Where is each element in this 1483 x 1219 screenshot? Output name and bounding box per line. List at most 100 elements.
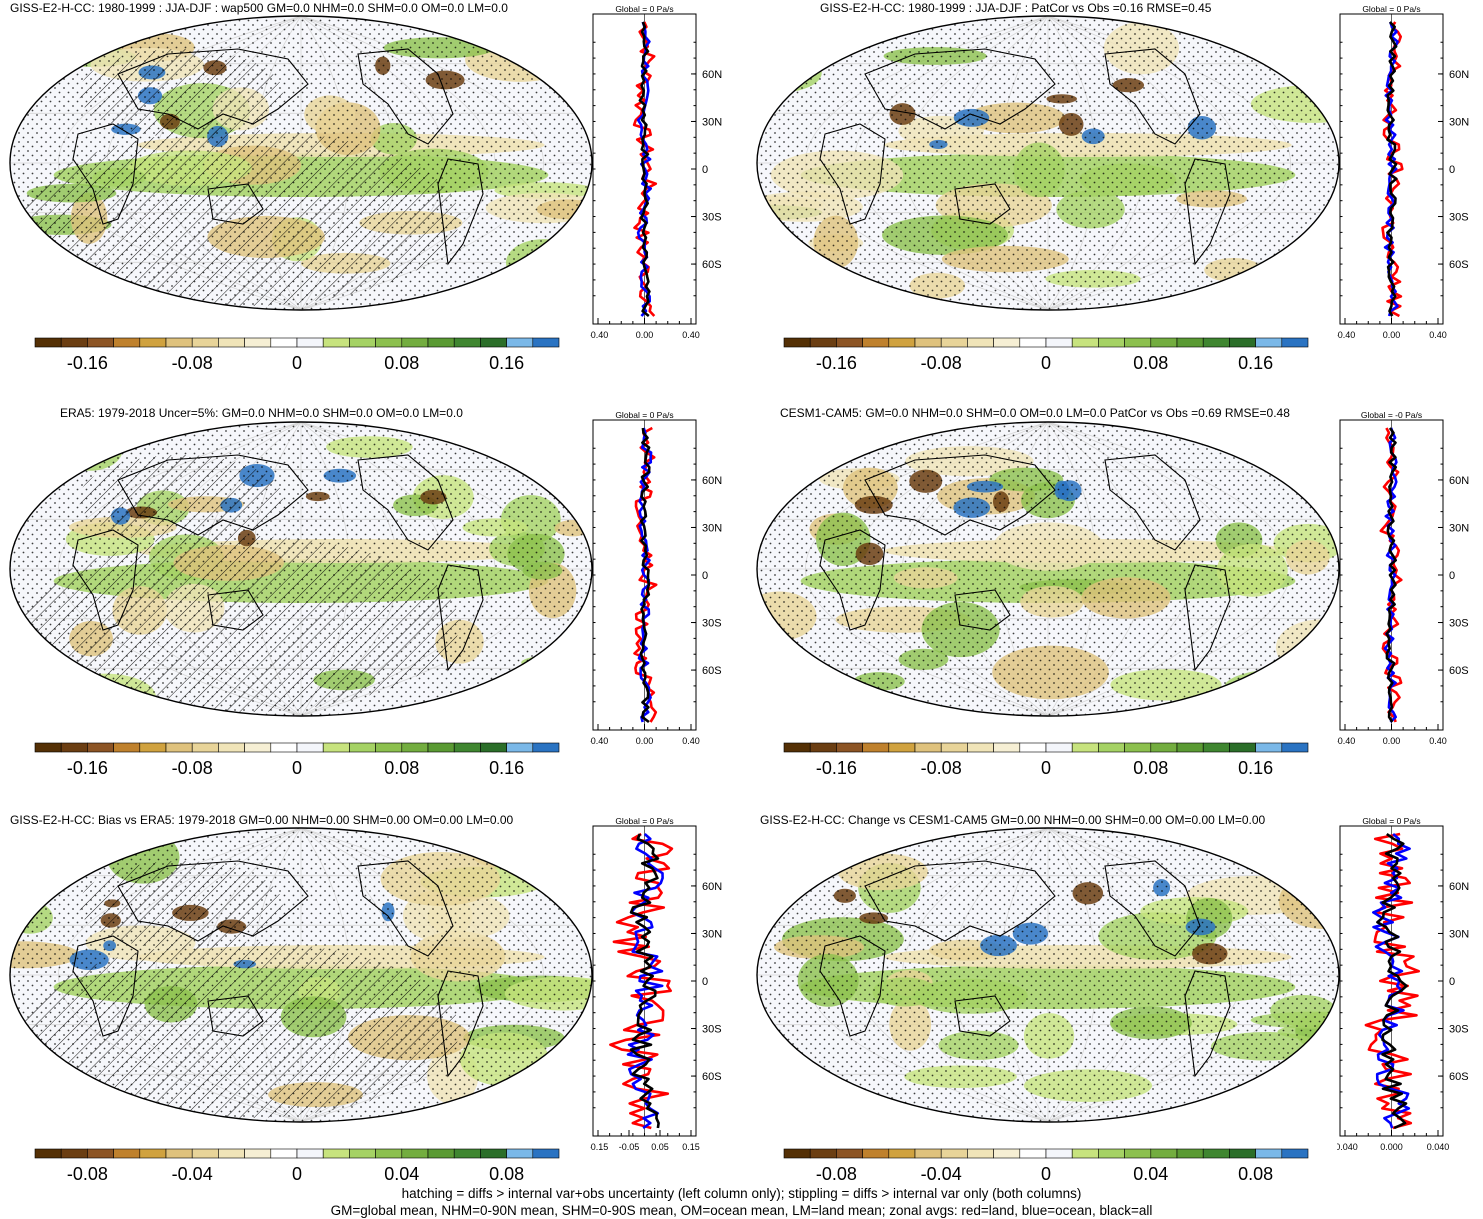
colorbar-swatch [940,742,968,753]
colorbar-swatch [1019,742,1047,753]
zonal-tick-label: 0.40 [1429,330,1447,340]
zonal-tick-label: -0.05 [619,1142,640,1152]
colorbar-swatch [1176,337,1204,348]
panel-title: CESM1-CAM5: GM=0.0 NHM=0.0 SHM=0.0 OM=0.… [780,406,1290,420]
colorbar-label: 0 [292,353,302,373]
colorbar-swatch [1071,337,1099,348]
colorbar-label: 0.04 [1133,1164,1168,1184]
colorbar-swatch [375,1148,403,1159]
lat-label: 0 [702,164,708,176]
zonal-tick-label: 0.15 [682,1142,700,1152]
lat-label: 0 [702,570,708,582]
colorbar: -0.16 -0.08 0 0.08 0.16 [34,337,560,373]
colorbar-swatch [993,1148,1021,1159]
colorbar-swatch [165,742,193,753]
zonal-tick-label: 0.000 [1380,1142,1403,1152]
world-map [756,421,1340,717]
colorbar: -0.16 -0.08 0 0.08 0.16 [34,742,560,778]
colorbar-label: 0.08 [489,1164,524,1184]
lat-label: 60N [702,69,722,81]
lat-label: 60S [1449,665,1469,677]
lat-label: 30S [702,618,722,630]
colorbar-label: -0.04 [172,1164,213,1184]
colorbar: -0.08 -0.04 0 0.04 0.08 [783,1148,1309,1184]
colorbar-swatch [375,337,403,348]
colorbar-swatch [532,1148,560,1159]
lat-label: 60N [1449,475,1469,487]
colorbar-label: -0.16 [816,353,857,373]
colorbar-label: -0.08 [921,758,962,778]
zonal-tick-label: 0.00 [636,330,654,340]
zonal-header: Global = 0 Pa/s [615,816,673,826]
colorbar-label: -0.08 [921,353,962,373]
colorbar-swatch [453,337,481,348]
colorbar-swatch [87,742,114,753]
colorbar-swatch [809,337,837,348]
colorbar-swatch [1098,742,1125,753]
colorbar-swatch [1098,1148,1125,1159]
zonal-header: Global = 0 Pa/s [1362,4,1420,14]
colorbar-swatch [87,1148,114,1159]
lat-label: 60S [1449,1071,1469,1083]
colorbar-swatch [1019,337,1047,348]
zonal-header: Global = -0 Pa/s [1361,410,1422,420]
zonal-tick-label: 0.05 [651,1142,669,1152]
colorbar-swatch [967,337,994,348]
colorbar-swatch [322,337,350,348]
colorbar-swatch [783,1148,811,1159]
colorbar-label: -0.08 [67,1164,108,1184]
world-map [756,15,1340,311]
colorbar-swatch [244,337,272,348]
zonal-tick-label: 0.040 [1427,1142,1450,1152]
colorbar-swatch [1098,337,1125,348]
zonal-mean-plot: Global = 0 Pa/s 60N 30N 0 30S 60S -0.40 0.00 0.4… [590,410,722,746]
colorbar-swatch [914,337,942,348]
colorbar-swatch [914,742,942,753]
colorbar-swatch [322,742,350,753]
lat-label: 0 [1449,164,1455,176]
lat-label: 60N [1449,881,1469,893]
panel-title: GISS-E2-H-CC: 1980-1999 : JJA-DJF : PatC… [820,1,1212,15]
lat-label: 0 [1449,570,1455,582]
colorbar-swatch [940,1148,968,1159]
lat-label: 60N [702,881,722,893]
colorbar-label: -0.16 [67,353,108,373]
colorbar-swatch [34,337,62,348]
colorbar-swatch [322,1148,350,1159]
colorbar-swatch [270,337,298,348]
colorbar-swatch [480,337,507,348]
colorbar-swatch [809,1148,837,1159]
colorbar-swatch [218,1148,245,1159]
zonal-tick-label: 0.00 [1383,330,1401,340]
colorbar-swatch [809,742,837,753]
colorbar-swatch [914,1148,942,1159]
colorbar-swatch [191,742,219,753]
colorbar-swatch [783,742,811,753]
lat-label: 60S [702,1071,722,1083]
colorbar-swatch [888,742,916,753]
lat-label: 30N [1449,522,1469,534]
zonal-mean-plot: Global = 0 Pa/s 60N 30N 0 30S 60S -0.40 0.00 0.4… [590,4,722,340]
colorbar-swatch [375,742,403,753]
colorbar-swatch [139,742,167,753]
colorbar-swatch [1150,742,1178,753]
colorbar-label: 0.08 [1133,758,1168,778]
colorbar-swatch [270,742,298,753]
colorbar-swatch [270,1148,298,1159]
zonal-mean-plot: Global = 0 Pa/s 60N 30N 0 30S 60S -0.40 0.00 0.4… [1337,4,1469,340]
lat-label: 30N [702,928,722,940]
zonal-tick-label: 0.40 [682,330,700,340]
panel-title: GISS-E2-H-CC: Change vs CESM1-CAM5 GM=0.… [760,813,1266,827]
colorbar-swatch [1045,1148,1073,1159]
colorbar-swatch [401,337,429,348]
colorbar-label: -0.08 [172,353,213,373]
zonal-tick-label: -0.040 [1337,1142,1358,1152]
colorbar-swatch [349,1148,376,1159]
zonal-tick-label: 0.00 [1383,736,1401,746]
colorbar-swatch [888,1148,916,1159]
world-map [9,15,593,311]
zonal-header: Global = 0 Pa/s [1362,816,1420,826]
zonal-tick-label: -0.40 [590,736,608,746]
colorbar-label: 0.16 [489,758,524,778]
world-map [756,827,1340,1123]
